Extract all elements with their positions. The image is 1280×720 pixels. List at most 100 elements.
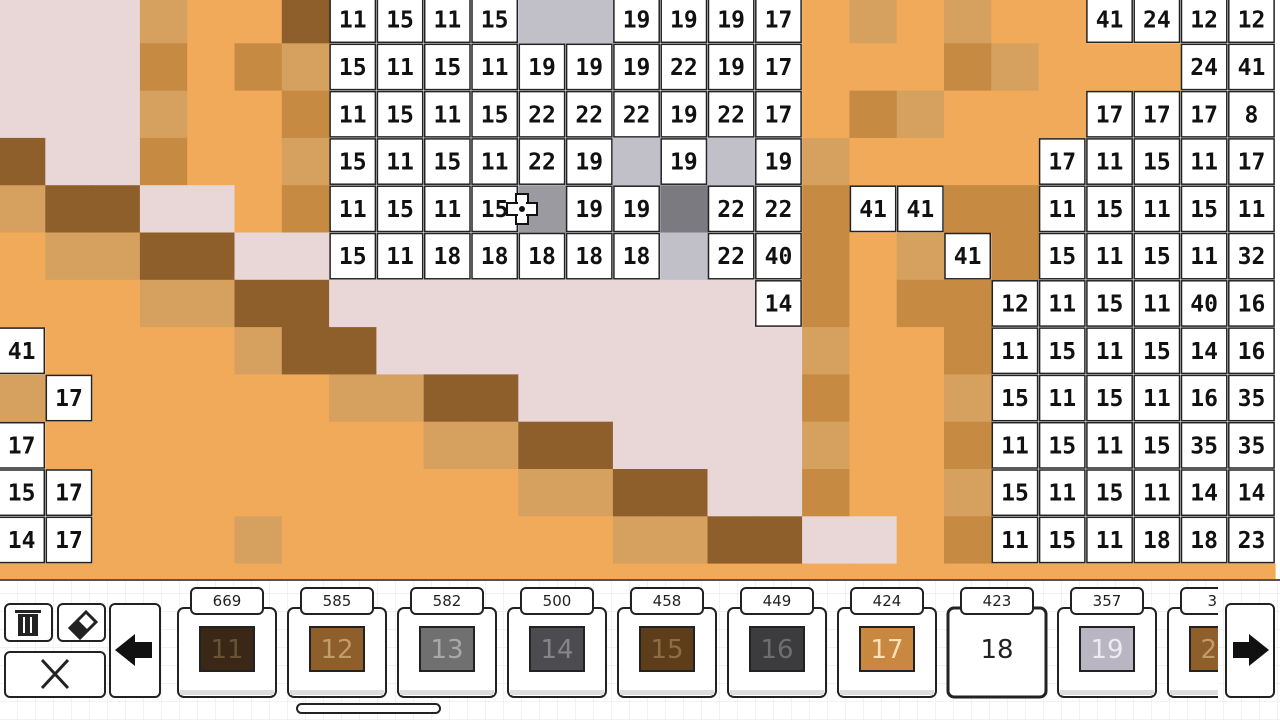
number-cell[interactable] (45, 374, 93, 422)
pixel-cell[interactable] (802, 421, 850, 470)
pixel-cell[interactable] (612, 279, 661, 328)
pixel-cell[interactable] (281, 137, 330, 186)
palette-item[interactable]: 669 11 (177, 587, 277, 698)
pixel-cell[interactable] (896, 374, 945, 423)
pixel-cell[interactable] (376, 469, 425, 517)
pixel-cell[interactable] (376, 327, 425, 375)
pixel-cell[interactable] (0, 90, 46, 139)
pixel-cell[interactable] (944, 327, 992, 375)
pixel-cell[interactable] (139, 374, 188, 423)
pixel-cell[interactable] (754, 374, 803, 423)
number-cell[interactable] (376, 90, 424, 138)
pixel-cell[interactable] (518, 0, 567, 44)
pixel-cell[interactable] (849, 90, 898, 139)
pixel-cell[interactable] (802, 232, 850, 281)
number-cell[interactable] (1038, 280, 1086, 327)
pixel-cell[interactable] (187, 469, 235, 517)
number-cell[interactable] (1038, 232, 1086, 280)
number-cell[interactable] (1180, 232, 1228, 280)
pixel-cell[interactable] (0, 43, 46, 92)
number-cell[interactable] (991, 280, 1039, 327)
number-cell[interactable] (1133, 0, 1181, 44)
number-cell[interactable] (1228, 0, 1275, 44)
number-cell[interactable] (1133, 232, 1181, 280)
number-cell[interactable] (707, 185, 755, 233)
pixel-cell[interactable] (849, 469, 898, 517)
pixel-cell[interactable] (944, 421, 992, 470)
pixel-cell[interactable] (707, 516, 756, 565)
number-cell[interactable] (423, 0, 471, 44)
number-cell[interactable] (1038, 327, 1086, 375)
number-cell[interactable] (755, 43, 802, 91)
pixel-cell[interactable] (187, 0, 235, 44)
pixel-cell[interactable] (187, 90, 235, 139)
number-cell[interactable] (423, 185, 471, 233)
number-cell[interactable] (755, 0, 802, 44)
palette-item[interactable]: 500 14 (507, 587, 607, 698)
pixel-cell[interactable] (565, 0, 614, 44)
number-cell[interactable] (376, 138, 424, 185)
pixel-cell[interactable] (944, 90, 992, 139)
pixel-cell[interactable] (944, 469, 992, 517)
pixel-cell[interactable] (92, 0, 141, 44)
palette-item[interactable]: 33 20 (1167, 587, 1266, 698)
pixel-cell[interactable] (471, 279, 519, 328)
pixel-cell[interactable] (45, 185, 94, 233)
pixel-cell[interactable] (92, 90, 141, 139)
pixel-cell[interactable] (1038, 43, 1087, 92)
number-cell[interactable] (1086, 0, 1133, 44)
pixel-cell[interactable] (802, 185, 850, 233)
number-cell[interactable] (660, 43, 708, 91)
pixel-cell[interactable] (0, 185, 46, 233)
pixel-cell[interactable] (281, 469, 330, 517)
pixel-cell[interactable] (565, 469, 614, 517)
number-cell[interactable] (1038, 138, 1086, 185)
number-cell[interactable] (0, 469, 46, 517)
pixel-cell[interactable] (234, 185, 283, 233)
pixel-cell[interactable] (376, 279, 425, 328)
pixel-cell[interactable] (707, 137, 756, 186)
pixel-cell[interactable] (518, 516, 567, 565)
number-cell[interactable] (755, 90, 802, 138)
pixel-cell[interactable] (423, 421, 472, 470)
number-cell[interactable] (376, 232, 424, 280)
number-cell[interactable] (944, 232, 992, 280)
number-cell[interactable] (1228, 327, 1275, 375)
eraser-button[interactable] (57, 603, 106, 642)
number-cell[interactable] (660, 0, 708, 44)
palette-item[interactable]: 424 17 (837, 587, 937, 698)
pixel-cell[interactable] (234, 43, 283, 92)
pixel-cell[interactable] (281, 327, 330, 375)
pixel-cell[interactable] (518, 327, 567, 375)
number-cell[interactable] (45, 469, 93, 517)
number-cell[interactable] (423, 138, 471, 185)
pixel-cell[interactable] (234, 374, 283, 423)
pixel-cell[interactable] (187, 185, 235, 233)
pixel-cell[interactable] (92, 137, 141, 186)
number-cell[interactable] (755, 280, 802, 327)
pixel-cell[interactable] (234, 137, 283, 186)
pixel-cell[interactable] (281, 421, 330, 470)
pixel-cell[interactable] (92, 232, 141, 281)
pixel-cell[interactable] (329, 279, 377, 328)
number-cell[interactable] (1086, 280, 1133, 327)
number-cell[interactable] (613, 90, 660, 138)
pixel-cell[interactable] (234, 90, 283, 139)
number-cell[interactable] (329, 43, 377, 91)
number-cell[interactable] (660, 138, 708, 185)
number-cell[interactable] (1086, 185, 1133, 233)
pixel-cell[interactable] (234, 516, 283, 565)
pixel-cell[interactable] (45, 279, 94, 328)
number-cell[interactable] (1086, 374, 1133, 422)
number-cell[interactable] (1038, 421, 1086, 469)
pixel-cell[interactable] (187, 327, 235, 375)
pixel-cell[interactable] (944, 185, 992, 233)
number-cell[interactable] (1228, 469, 1275, 517)
pixel-cell[interactable] (565, 516, 614, 565)
number-cell[interactable] (1133, 516, 1181, 564)
pixel-cell[interactable] (92, 374, 141, 423)
number-cell[interactable] (613, 0, 660, 44)
pixel-cell[interactable] (139, 327, 188, 375)
pixel-cell[interactable] (376, 421, 425, 470)
pixel-cell[interactable] (423, 279, 472, 328)
